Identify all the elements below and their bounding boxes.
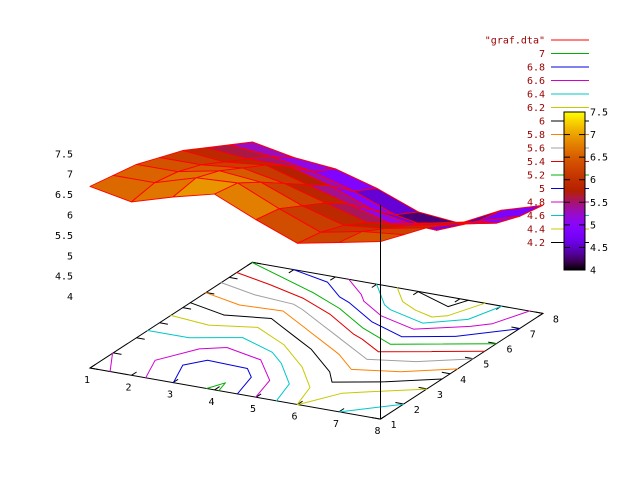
svg-text:5.5: 5.5: [55, 231, 73, 242]
z-axis-tick-labels: 7.5 7 6.5 6 5.5 5 4.5 4: [55, 149, 73, 303]
svg-text:5: 5: [67, 251, 73, 262]
svg-text:6: 6: [539, 117, 545, 128]
svg-text:5: 5: [483, 360, 489, 371]
y-axis-tick-labels: 1 2 3 4 5 6 7 8: [391, 314, 559, 431]
svg-text:7: 7: [67, 170, 73, 181]
svg-text:4: 4: [460, 375, 466, 386]
svg-text:8: 8: [374, 426, 380, 437]
svg-text:4.5: 4.5: [590, 243, 608, 254]
svg-text:6: 6: [590, 175, 596, 186]
base-contour-lines: [109, 262, 530, 413]
x-axis-tick-labels: 1 2 3 4 5 6 7 8: [84, 375, 381, 437]
svg-text:4: 4: [67, 292, 73, 303]
svg-text:4.8: 4.8: [527, 198, 545, 209]
svg-text:5.2: 5.2: [527, 171, 545, 182]
svg-text:7: 7: [539, 49, 545, 60]
svg-text:5.8: 5.8: [527, 130, 545, 141]
svg-text:6.2: 6.2: [527, 103, 545, 114]
svg-text:4: 4: [590, 266, 596, 277]
svg-text:4.5: 4.5: [55, 272, 73, 283]
svg-text:6.5: 6.5: [55, 190, 73, 201]
svg-text:6.4: 6.4: [527, 90, 545, 101]
svg-text:5.6: 5.6: [527, 144, 545, 155]
svg-text:4.6: 4.6: [527, 211, 545, 222]
svg-text:1: 1: [391, 420, 397, 431]
svg-text:6: 6: [507, 345, 513, 356]
svg-text:6.8: 6.8: [527, 63, 545, 74]
svg-text:3: 3: [167, 390, 173, 401]
svg-text:4.2: 4.2: [527, 238, 545, 249]
base-plane-border: [88, 261, 545, 420]
svg-text:2: 2: [125, 382, 131, 393]
svg-text:3: 3: [437, 390, 443, 401]
svg-text:6.6: 6.6: [527, 76, 545, 87]
svg-text:5.5: 5.5: [590, 198, 608, 209]
svg-text:7.5: 7.5: [55, 149, 73, 160]
svg-text:5.4: 5.4: [527, 157, 545, 168]
svg-text:6.5: 6.5: [590, 153, 608, 164]
svg-text:6: 6: [67, 211, 73, 222]
svg-text:4.4: 4.4: [527, 225, 545, 236]
colorbar: 7.5 7 6.5 6 5.5 5 4.5 4: [563, 108, 608, 277]
svg-text:4: 4: [208, 397, 214, 408]
svg-text:7: 7: [530, 330, 536, 341]
svg-text:"graf.dta": "graf.dta": [485, 36, 545, 47]
svg-text:1: 1: [84, 375, 90, 386]
svg-text:5: 5: [539, 184, 545, 195]
svg-text:7.5: 7.5: [590, 108, 608, 119]
svg-text:8: 8: [553, 314, 559, 325]
svg-text:6: 6: [291, 412, 297, 423]
svg-text:5: 5: [250, 404, 256, 415]
svg-text:7: 7: [590, 130, 596, 141]
svg-text:7: 7: [333, 419, 339, 430]
svg-text:2: 2: [414, 405, 420, 416]
surface-mesh: [89, 141, 544, 244]
svg-text:5: 5: [590, 220, 596, 231]
